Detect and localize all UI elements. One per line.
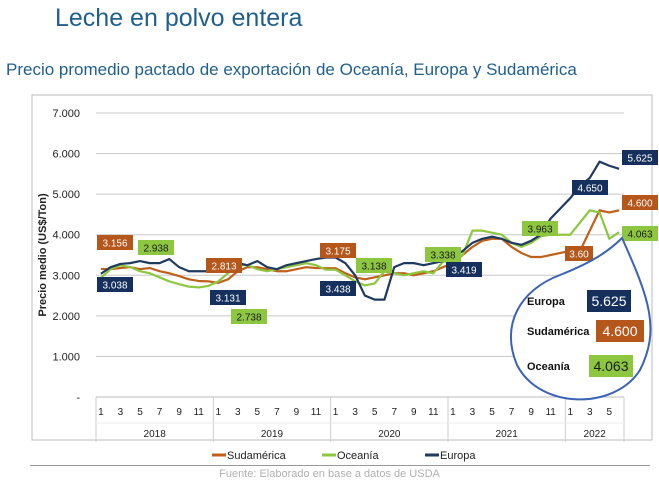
data-label-box (446, 262, 482, 277)
data-label: 3.60 (569, 250, 589, 261)
data-label: 3.175 (325, 247, 350, 258)
y-tick-label: 5.000 (52, 189, 80, 201)
x-year-label: 2018 (144, 429, 167, 440)
legend-label: Sudamérica (227, 450, 287, 462)
y-axis-label: Precio medio (US$/Ton) (37, 193, 49, 317)
data-label-box (425, 247, 461, 262)
data-label: 3.038 (102, 281, 127, 292)
page-title: Leche en polvo entera (55, 4, 303, 32)
x-tick-label: 3 (470, 407, 476, 418)
data-label-box (320, 243, 356, 258)
x-year-label: 2019 (261, 429, 284, 440)
callout-label: Europa (527, 296, 566, 308)
data-label: 3.419 (451, 266, 476, 277)
data-label: 3.963 (527, 225, 552, 236)
divider (30, 465, 650, 466)
data-label: 3.131 (215, 294, 240, 305)
callout-value-box (596, 320, 644, 342)
x-tick-label: 5 (137, 407, 143, 418)
legend-label: Europa (440, 450, 476, 462)
x-tick-label: 1 (98, 407, 104, 418)
y-tick-label: 6.000 (52, 149, 80, 161)
callout-value-box (587, 290, 631, 312)
data-label-box (231, 309, 267, 324)
data-label: 2.738 (236, 313, 261, 324)
x-tick-label: 1 (567, 407, 573, 418)
x-tick-label: 1 (333, 407, 339, 418)
data-label: 4.600 (627, 199, 652, 210)
series-line-europa (100, 160, 620, 301)
chart-frame (31, 94, 653, 441)
legend-label: Oceanía (337, 450, 379, 462)
x-tick-label: 7 (509, 407, 515, 418)
x-tick-label: 11 (545, 407, 556, 418)
x-tick-label: 1 (215, 407, 221, 418)
y-tick-label: - (76, 392, 80, 404)
x-tick-label: 11 (428, 407, 439, 418)
x-tick-label: 7 (274, 407, 280, 418)
data-label-box (206, 258, 242, 273)
x-tick-label: 5 (607, 407, 613, 418)
x-tick-label: 3 (235, 407, 241, 418)
callout-value: 4.600 (602, 323, 637, 339)
x-tick-label: 5 (372, 407, 378, 418)
x-tick-label: 11 (193, 407, 204, 418)
data-label: 3.138 (361, 262, 386, 273)
data-label-box (320, 281, 356, 296)
x-tick-label: 9 (176, 407, 182, 418)
chart-subtitle: Precio promedio pactado de exportación d… (6, 60, 577, 79)
data-label-box (572, 180, 608, 195)
data-label: 3.156 (102, 239, 127, 250)
x-tick-label: 3 (118, 407, 124, 418)
source-note: Fuente: Elaborado en base a datos de USD… (219, 468, 440, 480)
y-tick-label: 7.000 (52, 108, 80, 120)
x-tick-label: 7 (157, 407, 163, 418)
x-tick-label: 3 (587, 407, 593, 418)
data-label: 4.650 (577, 184, 602, 195)
y-tick-label: 2.000 (52, 311, 80, 323)
series-line-sudamérica (100, 209, 620, 284)
y-tick-label: 3.000 (52, 270, 80, 282)
callout-value: 5.625 (591, 293, 626, 309)
data-label-box (622, 195, 658, 210)
data-label-box (97, 235, 133, 250)
x-year-label: 2022 (584, 429, 607, 440)
x-year-label: 2020 (378, 429, 401, 440)
y-tick-label: 1.000 (52, 351, 80, 363)
data-label: 4.063 (627, 230, 652, 241)
x-tick-label: 5 (489, 407, 495, 418)
data-label: 3.338 (430, 251, 455, 262)
data-label-box (522, 221, 558, 236)
data-label-box (565, 246, 593, 261)
y-tick-label: 4.000 (52, 230, 80, 242)
data-label-box (356, 258, 392, 273)
x-year-label: 2021 (496, 429, 519, 440)
callout-value: 4.063 (593, 358, 628, 374)
callout-label: Oceanía (527, 361, 571, 373)
x-tick-label: 11 (311, 407, 322, 418)
x-tick-label: 3 (352, 407, 358, 418)
data-label: 5.625 (627, 154, 652, 165)
x-tick-label: 5 (255, 407, 261, 418)
data-label: 2.938 (143, 244, 168, 255)
callout-value-box (589, 355, 633, 377)
data-label: 3.438 (325, 285, 350, 296)
data-label: 2.813 (211, 262, 236, 273)
x-tick-label: 1 (450, 407, 456, 418)
data-label-box (622, 226, 658, 241)
data-label-box (138, 240, 174, 255)
data-label-box (97, 277, 133, 292)
line-chart: - 1.000 2.000 3.000 4.000 5.000 6.000 7.000 Prec… (31, 94, 658, 462)
data-label-box (622, 150, 658, 165)
x-tick-label: 7 (391, 407, 397, 418)
callout-label: Sudamérica (527, 326, 590, 338)
x-tick-label: 9 (411, 407, 417, 418)
data-label-box (210, 290, 246, 305)
x-tick-label: 9 (294, 407, 300, 418)
x-tick-label: 9 (528, 407, 534, 418)
